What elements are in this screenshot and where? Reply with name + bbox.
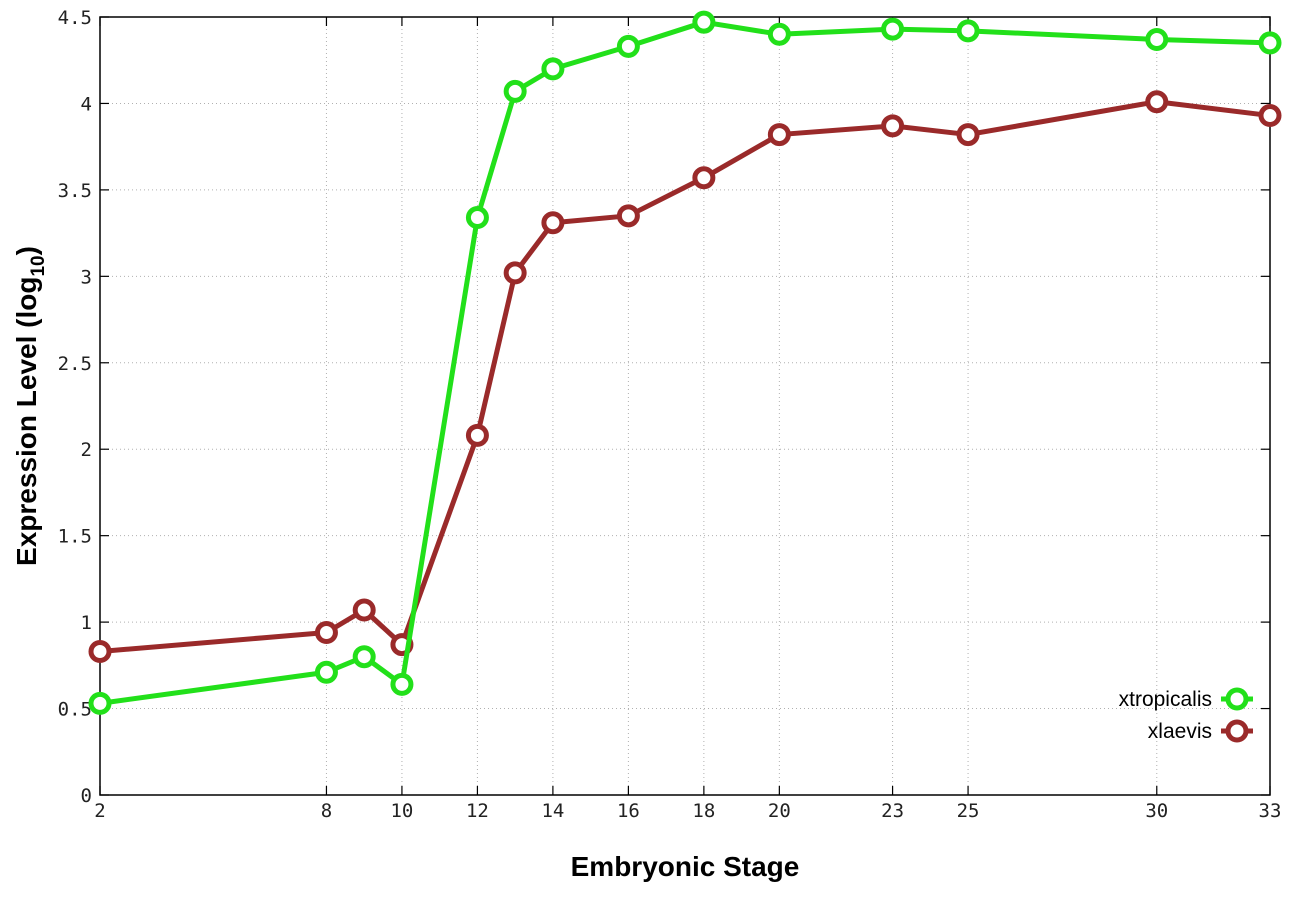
data-point bbox=[767, 22, 791, 46]
data-point bbox=[314, 620, 338, 644]
x-tick-label: 30 bbox=[1145, 800, 1168, 822]
x-tick-label: 12 bbox=[466, 800, 489, 822]
x-axis-title: Embryonic Stage bbox=[571, 851, 800, 882]
y-tick-label: 0 bbox=[81, 785, 92, 807]
data-point bbox=[1258, 31, 1282, 55]
data-point bbox=[314, 660, 338, 684]
data-point bbox=[390, 672, 414, 696]
x-tick-label: 8 bbox=[321, 800, 332, 822]
data-point bbox=[503, 261, 527, 285]
data-point bbox=[503, 79, 527, 103]
y-tick-label: 4 bbox=[81, 93, 92, 115]
y-tick-label: 3.5 bbox=[58, 180, 92, 202]
series-line-xlaevis bbox=[99, 99, 1271, 654]
ticks: 2 8 10 12 14 16 18 20 23 25 30 33 0 0.5 1 1.5 2 2.5 3 3.5 4 4… bbox=[58, 7, 1282, 822]
legend-item: xlaevis bbox=[1148, 719, 1253, 743]
y-tick-label: 2.5 bbox=[58, 353, 92, 375]
data-point bbox=[88, 640, 112, 664]
y-tick-label: 1 bbox=[81, 612, 92, 634]
data-point bbox=[767, 123, 791, 147]
y-tick-label: 0.5 bbox=[58, 699, 92, 721]
legend-swatch-marker bbox=[1225, 719, 1249, 743]
x-tick-label: 25 bbox=[957, 800, 980, 822]
plot-frame bbox=[99, 16, 1271, 796]
data-point bbox=[616, 34, 640, 58]
x-tick-label: 33 bbox=[1259, 800, 1282, 822]
x-tick-label: 14 bbox=[541, 800, 564, 822]
data-point bbox=[1145, 27, 1169, 51]
y-tick-label: 2 bbox=[81, 439, 92, 461]
series-xlaevis bbox=[88, 90, 1282, 664]
x-tick-label: 2 bbox=[94, 800, 105, 822]
data-point bbox=[692, 10, 716, 34]
data-point bbox=[465, 423, 489, 447]
y-axis-title-subscript: 10 bbox=[28, 255, 49, 276]
series bbox=[88, 10, 1282, 715]
data-point bbox=[1258, 104, 1282, 128]
x-tick-label: 16 bbox=[617, 800, 640, 822]
y-axis-title: Expression Level (log10) bbox=[11, 246, 49, 566]
y-tick-label: 4.5 bbox=[58, 7, 92, 29]
data-point bbox=[88, 691, 112, 715]
data-point bbox=[956, 19, 980, 43]
x-tick-label: 23 bbox=[881, 800, 904, 822]
data-point bbox=[352, 645, 376, 669]
data-point bbox=[541, 211, 565, 235]
legend-swatch-marker bbox=[1225, 687, 1249, 711]
data-point bbox=[541, 57, 565, 81]
legend: xtropicalis xlaevis bbox=[1119, 687, 1253, 743]
data-point bbox=[881, 17, 905, 41]
legend-label: xlaevis bbox=[1148, 720, 1212, 743]
legend-label: xtropicalis bbox=[1119, 688, 1212, 711]
x-tick-label: 18 bbox=[692, 800, 715, 822]
y-tick-label: 3 bbox=[81, 266, 92, 288]
x-tick-label: 20 bbox=[768, 800, 791, 822]
data-point bbox=[465, 206, 489, 230]
y-axis-title-suffix: ) bbox=[11, 246, 42, 255]
data-point bbox=[956, 123, 980, 147]
y-tick-label: 1.5 bbox=[58, 526, 92, 548]
data-point bbox=[616, 204, 640, 228]
series-xtropicalis bbox=[88, 10, 1282, 715]
legend-item: xtropicalis bbox=[1119, 687, 1253, 711]
data-point bbox=[692, 166, 716, 190]
data-point bbox=[1145, 90, 1169, 114]
data-point bbox=[881, 114, 905, 138]
data-point bbox=[352, 598, 376, 622]
x-tick-label: 10 bbox=[390, 800, 413, 822]
